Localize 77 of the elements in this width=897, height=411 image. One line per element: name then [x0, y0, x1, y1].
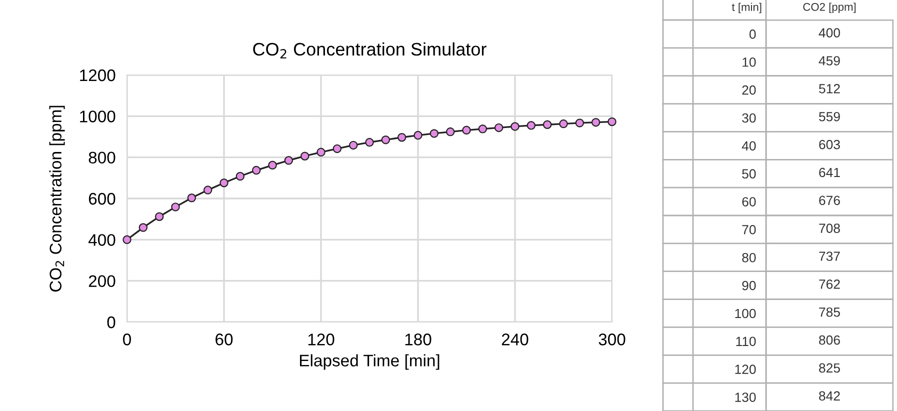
- x-tick-label: 120: [308, 334, 334, 346]
- x-tick-label: 60: [216, 334, 233, 346]
- point: [559, 119, 568, 128]
- y-tick-label: 110: [736, 336, 756, 346]
- point: [510, 122, 520, 131]
- point: [300, 152, 310, 160]
- point: [446, 127, 455, 136]
- y-tick-label: 50: [742, 169, 756, 179]
- y-tick-label: 400: [88, 234, 116, 246]
- data-label: 641: [819, 168, 840, 178]
- point: [494, 123, 504, 132]
- data-label: 708: [819, 224, 840, 234]
- data-label: 400: [818, 28, 840, 38]
- y-tick-label: 120: [735, 364, 756, 374]
- x-tick-label: 240: [502, 334, 528, 346]
- data-label: 559: [819, 112, 840, 122]
- y-axis-title: t [min]: [732, 2, 762, 14]
- y-tick-label: 80: [742, 252, 756, 262]
- point: [332, 144, 342, 154]
- point: [348, 140, 358, 150]
- data-label: 762: [819, 280, 840, 289]
- point: [608, 117, 616, 126]
- data-label: 459: [818, 56, 840, 66]
- point: [316, 148, 326, 157]
- x-tick-label: CO2 [ppm]: [803, 2, 856, 14]
- point: [154, 212, 164, 221]
- point: [542, 120, 552, 129]
- point: [252, 166, 261, 175]
- point: [365, 138, 374, 147]
- x-axis-title: Elapsed Time [min]: [300, 354, 440, 370]
- data-label: 676: [819, 196, 840, 206]
- point: [187, 194, 196, 202]
- y-tick-label: 10: [742, 57, 756, 67]
- data-label: 512: [819, 84, 840, 94]
- point: [171, 202, 180, 212]
- x-tick-label: 180: [405, 334, 432, 346]
- y-tick-label: 200: [88, 275, 116, 288]
- point: [575, 118, 584, 128]
- data-label: 785: [819, 307, 840, 317]
- point: [591, 118, 600, 127]
- y-tick-label: 100: [735, 308, 756, 318]
- data-label: 825: [819, 363, 840, 373]
- y-tick-label: 1000: [80, 110, 116, 122]
- y-tick-label: 130: [735, 392, 756, 402]
- y-tick-label: 20: [742, 85, 756, 95]
- y-tick-label: 40: [742, 141, 756, 151]
- point: [284, 156, 294, 165]
- point: [526, 121, 536, 130]
- data-label: 842: [819, 391, 840, 401]
- data-label: 806: [819, 335, 840, 345]
- x-tick-label: 300: [598, 334, 626, 346]
- y-tick-label: 0: [107, 316, 116, 328]
- y-axis-title: CO$_{2}$ Concentration [ppm]: [49, 106, 65, 292]
- point: [462, 126, 471, 135]
- point: [268, 160, 277, 170]
- data-label: 603: [819, 140, 840, 150]
- y-tick-label: 90: [742, 280, 756, 290]
- y-tick-label: 800: [88, 152, 116, 164]
- y-tick-label: 1200: [80, 69, 116, 82]
- y-tick-label: 30: [742, 113, 756, 123]
- point: [430, 129, 439, 138]
- y-tick-label: 0: [749, 30, 756, 39]
- point: [414, 130, 422, 140]
- point: [122, 235, 132, 244]
- chart-title: CO$_{2}$ Concentration Simulator: [253, 42, 486, 58]
- point: [397, 132, 406, 142]
- point: [478, 124, 488, 134]
- point: [138, 223, 148, 232]
- y-tick-label: 70: [742, 225, 756, 234]
- y-tick-label: 60: [742, 197, 756, 206]
- point: [236, 172, 245, 181]
- x-tick-label: 0: [123, 334, 131, 346]
- point: [220, 178, 228, 188]
- y-tick-label: 600: [88, 192, 116, 205]
- data-label: 737: [819, 252, 840, 261]
- point: [203, 186, 212, 194]
- point: [381, 135, 390, 144]
